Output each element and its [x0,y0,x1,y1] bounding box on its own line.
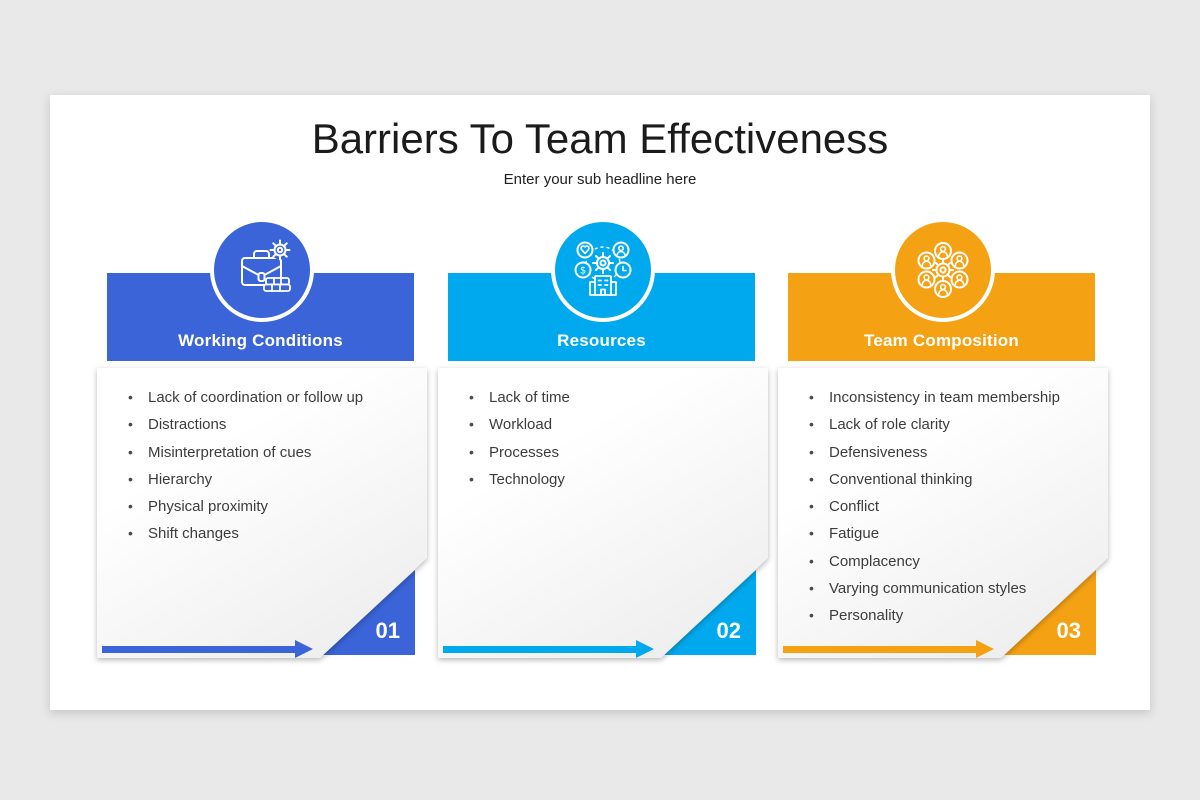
column-card: Lack of coordination or follow upDistrac… [97,368,427,658]
column-card: Lack of timeWorkloadProcessesTechnology [438,368,768,658]
column-number: 01 [375,618,400,643]
list-item: Physical proximity [97,493,427,521]
list-item: Defensiveness [778,439,1108,467]
list-item: Inconsistency in team membership [778,384,1108,412]
list-item: Conflict [778,493,1108,521]
list-item: Conventional thinking [778,466,1108,494]
arrow-right-icon [783,640,994,658]
list-item: Technology [438,466,768,494]
briefcase-gear-coins-icon [210,218,314,322]
list-item: Lack of coordination or follow up [97,384,427,412]
page-subtitle: Enter your sub headline here [503,171,697,188]
list-item: Hierarchy [97,466,427,494]
list-item: Distractions [97,411,427,439]
team-members-gear-icon [891,218,995,322]
column-title: Resources [557,331,646,350]
barrier-list: Lack of timeWorkloadProcessesTechnology [438,368,768,493]
list-item: Varying communication styles [778,575,1108,603]
column-number: 02 [716,618,741,643]
column-resources: Resources [438,218,768,668]
resources-gear-network-icon: $ [551,218,655,322]
column-working-conditions: Working Conditions [97,218,427,668]
list-item: Lack of role clarity [778,411,1108,439]
arrow-right-icon [102,640,313,658]
list-item: Fatigue [778,520,1108,548]
list-item: Shift changes [97,520,427,548]
column-team-composition: Team Composition [778,218,1108,668]
page-title: Barriers To Team Effectiveness [311,115,889,162]
list-item: Personality [778,602,1108,630]
barrier-list: Lack of coordination or follow upDistrac… [97,368,427,548]
list-item: Processes [438,439,768,467]
column-number: 03 [1056,618,1081,643]
list-item: Lack of time [438,384,768,412]
list-item: Complacency [778,548,1108,576]
presentation-slide: Barriers To Team Effectiveness Enter you… [50,95,1150,710]
column-title: Working Conditions [178,331,343,350]
list-item: Workload [438,411,768,439]
arrow-right-icon [443,640,654,658]
column-title: Team Composition [864,331,1019,350]
barrier-list: Inconsistency in team membershipLack of … [778,368,1108,630]
svg-text:$: $ [580,266,586,277]
list-item: Misinterpretation of cues [97,439,427,467]
column-card: Inconsistency in team membershipLack of … [778,368,1108,658]
